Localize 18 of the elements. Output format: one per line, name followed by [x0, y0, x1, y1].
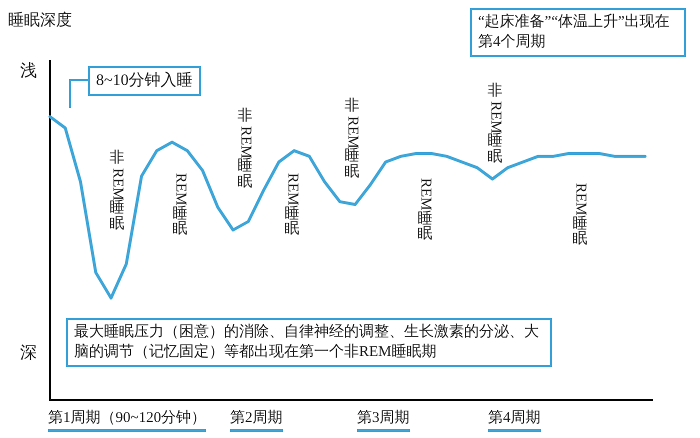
annotation: 非REM睡眠: [238, 108, 254, 191]
text: 浅: [20, 60, 37, 82]
text: 第4周期: [488, 408, 540, 432]
text: 第3周期: [357, 408, 410, 432]
text: 第2周期: [230, 408, 282, 432]
annotation: REM睡眠: [284, 172, 300, 238]
annotation: 非REM睡眠: [488, 83, 504, 166]
text: 深: [20, 342, 37, 364]
text: “起床准备”“体温上升”出现在第4个周期: [470, 8, 686, 56]
text: 8~10分钟入睡: [88, 66, 201, 96]
text: 第1周期（90~120分钟）: [48, 408, 206, 432]
annotation: 非REM睡眠: [344, 98, 360, 181]
text: 睡眠深度: [8, 10, 72, 31]
annotation: 最大睡眠压力（困意）的消除、自律神经的调整、生长激素的分泌、大脑的调节（记忆固定）等都出现在第一个非REM睡眠期: [66, 318, 552, 366]
annotation: REM睡眠: [172, 172, 188, 238]
annotation: REM睡眠: [572, 182, 588, 248]
annotation: REM睡眠: [418, 178, 434, 244]
annotation: 非REM睡眠: [110, 150, 126, 233]
